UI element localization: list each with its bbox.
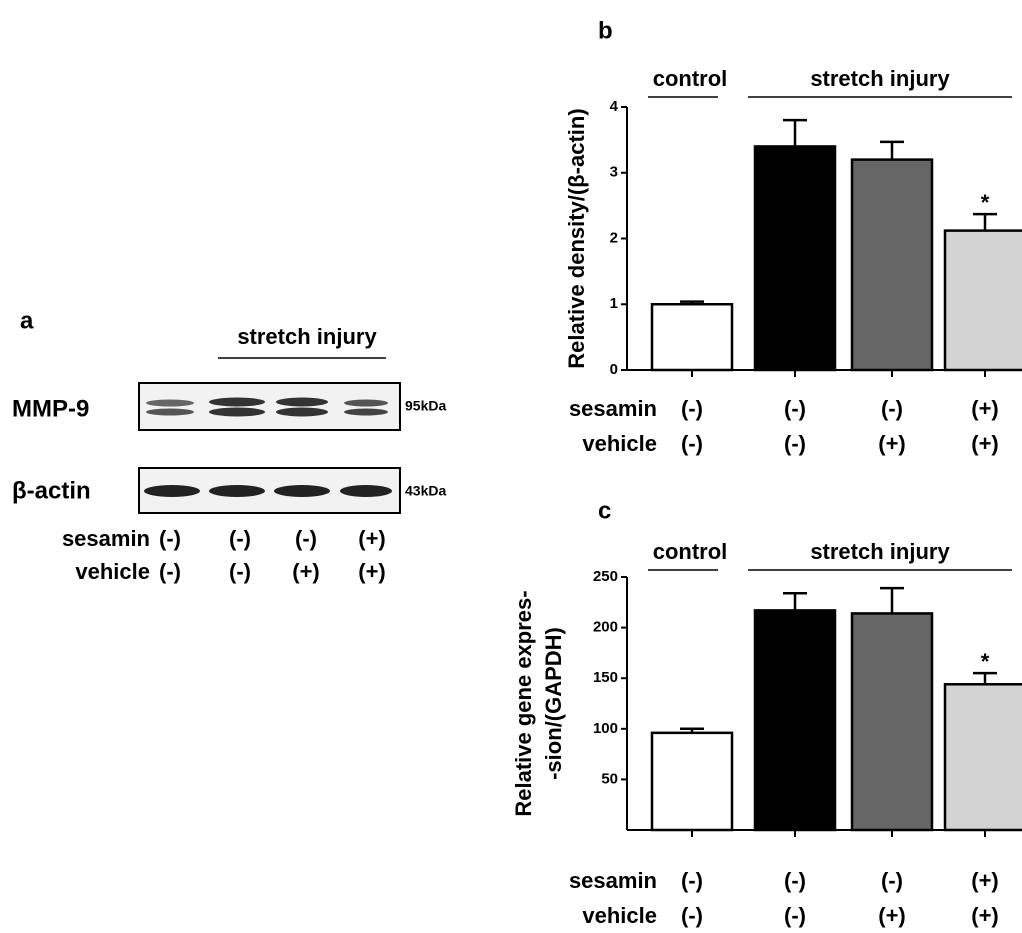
condition-name: vehicle [582,431,657,456]
condition-value: (+) [358,559,386,584]
y-axis-label: Relative gene expres- [511,590,536,816]
bar [652,304,732,370]
panel-label: a [20,307,34,334]
blot-row-label: MMP-9 [12,395,89,422]
group-label: stretch injury [237,324,377,349]
condition-value: (-) [784,903,806,928]
y-tick-label: 100 [593,720,618,737]
condition-value: (-) [229,526,251,551]
y-tick-label: 50 [601,770,618,787]
condition-value: (-) [229,559,251,584]
condition-name: sesamin [569,868,657,893]
condition-value: (-) [881,868,903,893]
bar [755,146,835,370]
blot-size: 95kDa [405,398,446,414]
panel-label: b [598,17,613,44]
significance: * [981,649,990,674]
y-tick-label: 150 [593,669,618,686]
blot-panel: a stretch injury MMP-9 95kDa β-actin 43k… [12,307,446,513]
y-tick-label: 3 [610,164,618,181]
figure: a stretch injury MMP-9 95kDa β-actin 43k… [0,0,1022,933]
condition-value: (-) [295,526,317,551]
condition-value: (+) [878,431,906,456]
condition-value: (-) [681,868,703,893]
blot-box [139,383,400,430]
condition-value: (-) [681,903,703,928]
condition-value: (-) [159,559,181,584]
condition-value: (-) [681,396,703,421]
y-tick-label: 2 [610,229,618,246]
group-label: control [653,539,728,564]
group-label: stretch injury [810,66,950,91]
blot-row-label: β-actin [12,477,91,504]
y-tick-label: 4 [610,98,619,115]
condition-name: vehicle [582,903,657,928]
page: a stretch injury MMP-9 95kDa β-actin 43k… [0,0,1022,933]
condition-value: (+) [292,559,320,584]
condition-value: (+) [971,903,999,928]
blot-size: 43kDa [405,483,446,499]
condition-value: (+) [971,868,999,893]
bar [652,733,732,830]
significance: * [981,190,990,215]
group-label: control [653,66,728,91]
condition-value: (+) [971,431,999,456]
y-axis-label: -sion/(GAPDH) [541,627,566,780]
bar [852,160,932,370]
y-axis-label: Relative density/(β-actin) [564,108,589,368]
bar [945,231,1022,370]
condition-value: (-) [784,431,806,456]
y-tick-label: 0 [610,361,618,378]
y-tick-label: 250 [593,568,618,585]
bar [945,684,1022,830]
bar [755,610,835,830]
condition-value: (-) [681,431,703,456]
condition-value: (-) [784,868,806,893]
y-tick-label: 200 [593,619,618,636]
condition-value: (-) [881,396,903,421]
condition-name: vehicle [75,559,150,584]
bar [852,613,932,830]
condition-value: (-) [159,526,181,551]
condition-value: (+) [878,903,906,928]
group-label: stretch injury [810,539,950,564]
panel-label: c [598,497,611,524]
y-tick-label: 1 [610,295,618,312]
condition-value: (-) [784,396,806,421]
condition-value: (+) [358,526,386,551]
condition-name: sesamin [62,526,150,551]
condition-name: sesamin [569,396,657,421]
condition-value: (+) [971,396,999,421]
